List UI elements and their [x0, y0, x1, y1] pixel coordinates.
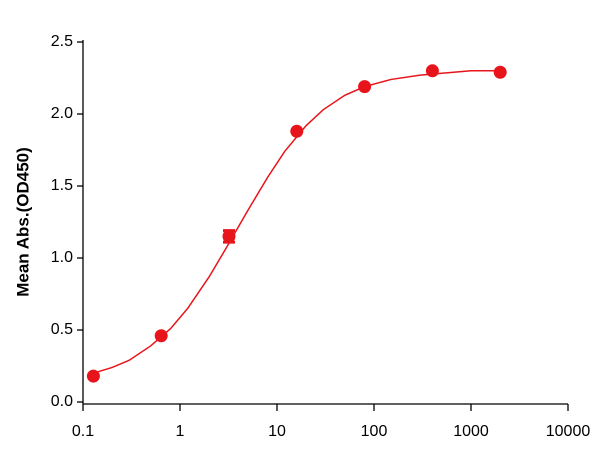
y-axis-label: Mean Abs.(OD450)	[13, 147, 32, 297]
data-point	[358, 80, 372, 94]
y-tick-label: 0.0	[51, 393, 73, 410]
y-tick-label: 1.0	[51, 249, 73, 266]
x-tick-label: 1000	[453, 423, 489, 440]
x-tick-label: 0.1	[72, 423, 94, 440]
data-point	[154, 329, 168, 343]
x-tick-label: 100	[361, 423, 388, 440]
fit-curve	[93, 70, 501, 374]
data-point	[290, 124, 304, 138]
y-tick-label: 0.5	[51, 321, 73, 338]
x-tick-label: 1	[176, 423, 185, 440]
data-point	[425, 64, 439, 78]
x-tick-label: 10	[268, 423, 286, 440]
data-point	[222, 229, 236, 243]
y-tick-label: 1.5	[51, 177, 73, 194]
data-point	[493, 65, 507, 79]
y-tick-label: 2.0	[51, 105, 73, 122]
x-tick-label: 10000	[546, 423, 591, 440]
y-tick-label: 2.5	[51, 33, 73, 50]
data-point	[86, 369, 100, 383]
